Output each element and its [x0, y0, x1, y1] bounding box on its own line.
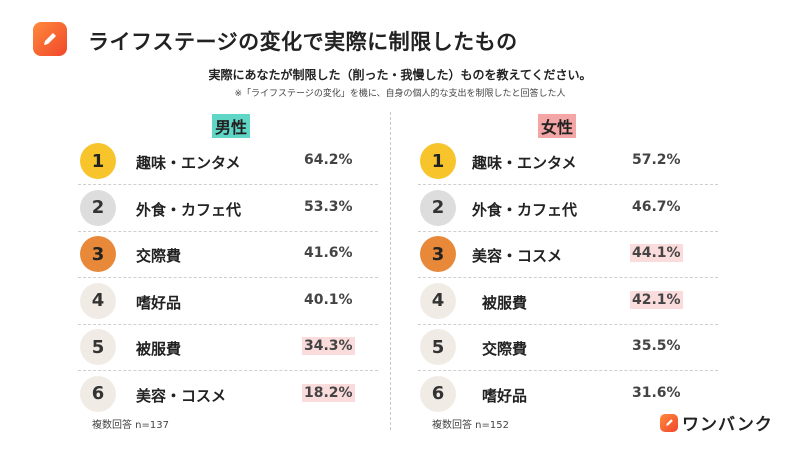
male-rank-badge: 4 [80, 282, 116, 319]
male-column-title: 男性 [212, 114, 251, 138]
female-column-title: 女性 [538, 114, 577, 138]
male-percent-label: 41.6% [304, 245, 353, 261]
male-percent-label: 18.2% [302, 383, 355, 402]
male-rank-badge: 1 [80, 143, 116, 179]
female-rank-badge: 1 [420, 143, 456, 179]
female-category-label: 趣味・エンタメ [472, 154, 577, 172]
row-separator [78, 230, 378, 232]
male-rank-row: 3 交際費 41.6% [78, 232, 378, 278]
female-rank-row: 6 嗜好品 31.6% [418, 372, 718, 418]
row-separator [418, 184, 718, 185]
female-percent-label: 42.1% [630, 290, 683, 309]
female-rank-badge: 5 [420, 329, 456, 365]
page-title: ライフステージの変化で実際に制限したもの [88, 30, 518, 54]
male-rank-badge: 6 [80, 375, 116, 412]
male-rank-badge: 3 [80, 236, 116, 272]
female-percent-label: 31.6% [632, 384, 681, 401]
male-category-label: 外食・カフェ代 [136, 200, 242, 219]
male-sample-size: 複数回答 n=137 [92, 420, 169, 431]
row-separator [78, 184, 378, 185]
female-rank-badge: 4 [420, 282, 456, 319]
survey-question: 実際にあなたが制限した（削った・我慢した）ものを教えてください。 [208, 68, 592, 82]
male-rank-row: 2 外食・カフェ代 53.3% [78, 186, 378, 232]
male-percent-label: 34.3% [302, 337, 355, 355]
female-rank-row: 5 交際費 35.5% [418, 325, 718, 371]
female-category-label: 交際費 [482, 340, 528, 358]
male-percent-label: 40.1% [304, 291, 353, 308]
female-rank-badge: 3 [420, 236, 456, 272]
male-rank-badge: 5 [80, 329, 116, 365]
female-rank-row: 4 被服費 42.1% [418, 279, 718, 325]
row-separator [418, 277, 718, 278]
male-percent-label: 64.2% [304, 152, 353, 168]
female-percent-label: 46.7% [632, 198, 681, 215]
brand-pencil-icon [660, 413, 678, 432]
row-separator [78, 323, 378, 325]
female-rank-badge: 2 [420, 189, 456, 226]
brand-logo: ワンバンク [660, 410, 773, 435]
male-rank-row: 5 被服費 34.3% [78, 325, 378, 371]
row-separator [78, 277, 378, 278]
female-percent-label: 44.1% [630, 244, 683, 262]
male-category-label: 嗜好品 [136, 293, 182, 312]
row-separator [78, 370, 378, 371]
male-category-label: 美容・コスメ [136, 386, 227, 405]
male-category-label: 被服費 [136, 340, 182, 358]
female-rank-row: 2 外食・カフェ代 46.7% [418, 186, 718, 232]
male-rank-row: 6 美容・コスメ 18.2% [78, 372, 378, 418]
female-rank-row: 1 趣味・エンタメ 57.2% [418, 139, 718, 185]
female-sample-size: 複数回答 n=152 [432, 420, 509, 431]
female-category-label: 外食・カフェ代 [472, 200, 578, 219]
row-separator [418, 370, 718, 371]
male-rank-row: 1 趣味・エンタメ 64.2% [78, 139, 378, 185]
survey-note: ※「ライフステージの変化」を機に、自身の個人的な支出を制限したと回答した人 [234, 89, 566, 99]
male-category-label: 趣味・エンタメ [136, 154, 241, 172]
column-divider [390, 112, 391, 430]
row-separator [418, 230, 718, 232]
male-category-label: 交際費 [136, 247, 182, 265]
male-rank-badge: 2 [80, 189, 116, 226]
logo-pencil-icon [33, 22, 67, 56]
row-separator [418, 323, 718, 325]
female-rank-badge: 6 [420, 375, 456, 412]
female-category-label: 被服費 [482, 293, 528, 312]
female-percent-label: 57.2% [632, 152, 681, 168]
female-category-label: 嗜好品 [482, 386, 528, 405]
male-rank-row: 4 嗜好品 40.1% [78, 279, 378, 325]
male-percent-label: 53.3% [304, 198, 353, 215]
female-percent-label: 35.5% [632, 338, 681, 354]
brand-name: ワンバンク [682, 415, 773, 435]
female-rank-row: 3 美容・コスメ 44.1% [418, 232, 718, 278]
female-category-label: 美容・コスメ [472, 247, 563, 265]
